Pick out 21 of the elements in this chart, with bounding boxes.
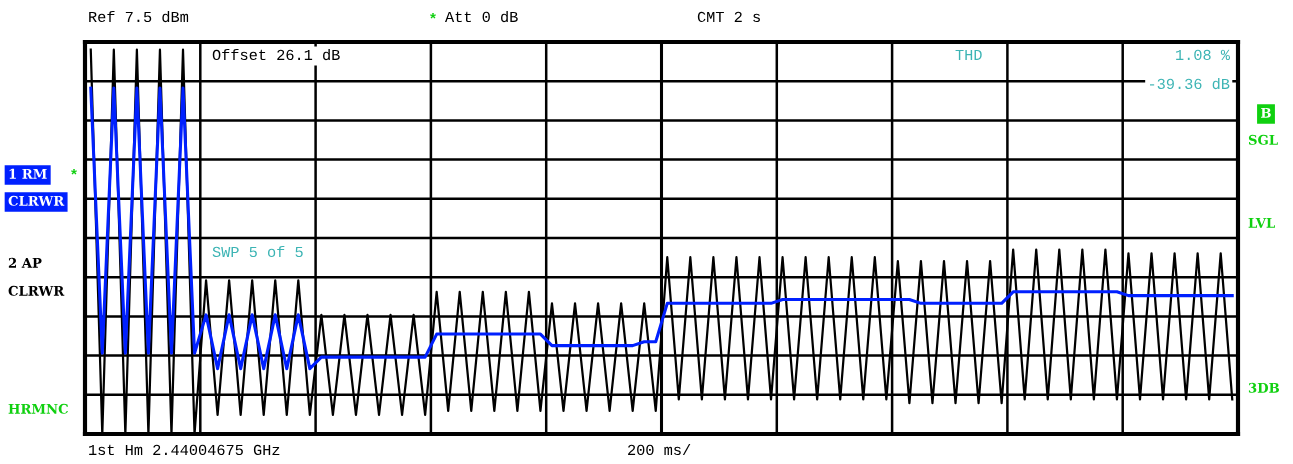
text: 1st Hm 2.44004675 GHz bbox=[89, 444, 280, 456]
text: SGL bbox=[1248, 134, 1278, 145]
annotation: SWP 5 of 5 bbox=[212, 245, 303, 258]
annotation: 1.08 % bbox=[1176, 49, 1230, 61]
text: CMT 2 s bbox=[697, 11, 760, 23]
text: CLRWR bbox=[8, 285, 65, 296]
text: Ref 7.5 dBm bbox=[89, 10, 189, 23]
text: B bbox=[1261, 108, 1271, 118]
text: * bbox=[71, 168, 77, 175]
text: 3DB bbox=[1248, 382, 1280, 393]
annotation: -39.36 dB bbox=[1149, 77, 1230, 90]
text: 1 RM bbox=[9, 168, 47, 179]
text: 200 ms/ bbox=[628, 443, 691, 456]
annotation: THD bbox=[955, 49, 982, 60]
text: CLRWR bbox=[8, 195, 65, 206]
text: Att 0 dB bbox=[445, 10, 518, 23]
annotation: Offset 26.1 dB bbox=[212, 48, 340, 61]
text: 2 AP bbox=[8, 257, 42, 268]
text: LVL bbox=[1248, 218, 1275, 228]
text: HRMNC bbox=[8, 403, 68, 414]
text: * bbox=[430, 12, 436, 19]
